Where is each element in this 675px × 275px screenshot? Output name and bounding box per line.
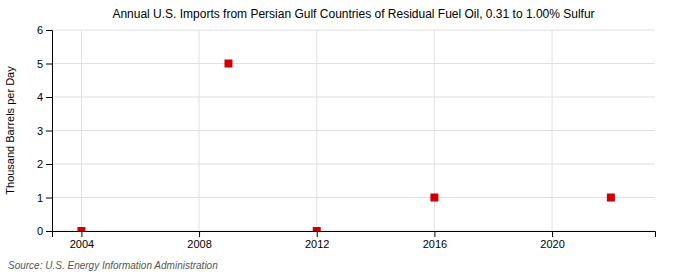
tick: 5	[37, 58, 52, 70]
tick-label: 4	[37, 91, 43, 103]
tick-mark	[46, 198, 52, 199]
tick: 0	[37, 225, 52, 237]
tick-mark	[46, 131, 52, 132]
tick-label: 2008	[187, 238, 211, 250]
tick-mark	[552, 231, 553, 237]
tick-mark	[434, 231, 435, 237]
point	[313, 227, 321, 231]
tick: 2016	[423, 231, 447, 250]
tick: 2012	[305, 231, 329, 250]
point	[77, 227, 85, 231]
tick-label: 6	[37, 24, 43, 36]
tick-mark	[199, 231, 200, 237]
title: Annual U.S. Imports from Persian Gulf Co…	[112, 7, 594, 21]
grid-line-y	[52, 97, 655, 98]
tick-mark	[46, 164, 52, 165]
tick-label: 2	[37, 158, 43, 170]
points	[77, 60, 614, 232]
grid-line-y	[52, 197, 655, 198]
annotation: Source: U.S. Energy Information Administ…	[8, 260, 218, 271]
axis-line	[46, 31, 53, 232]
tick-mark	[46, 64, 52, 65]
y-label: Thousand Barrels per Day	[4, 66, 16, 195]
x-axis: 2004 2008 2012 2016 2020	[53, 231, 656, 250]
y-axis: 0 1 2 3 4 5 6	[37, 24, 53, 237]
tick: 1	[37, 192, 52, 204]
tick-label: 3	[37, 125, 43, 137]
tick: 3	[37, 125, 52, 137]
grid-line-x	[81, 30, 82, 231]
tick-mark	[46, 97, 52, 98]
plot: 2004 2008 2012 2016 2020 0 1 2 3 4 5 6	[37, 24, 656, 250]
grid-line-x	[552, 30, 553, 231]
tick-label: 2020	[540, 238, 564, 250]
point	[224, 60, 232, 68]
chart: 2004 2008 2012 2016 2020 0 1 2 3 4 5 6 Annual U.S. I…	[0, 0, 675, 275]
tick-label: 2016	[423, 238, 447, 250]
grid	[52, 30, 655, 231]
tick-mark	[46, 30, 52, 31]
tick-label: 2004	[70, 238, 94, 250]
grid-line-x	[199, 30, 200, 231]
tick-label: 1	[37, 192, 43, 204]
tick: 6	[37, 24, 52, 36]
axis-line	[53, 232, 656, 238]
grid-line-y	[52, 30, 655, 31]
point	[607, 194, 615, 202]
tick: 2004	[70, 231, 94, 250]
tick: 2	[37, 158, 52, 170]
tick-label: 2012	[305, 238, 329, 250]
tick: 2008	[187, 231, 211, 250]
tick-label: 5	[37, 58, 43, 70]
tick-mark	[317, 231, 318, 237]
grid-line-y	[52, 164, 655, 165]
point	[430, 194, 438, 202]
tick-label: 0	[37, 225, 43, 237]
tick-mark	[46, 231, 52, 232]
grid-line-x	[316, 30, 317, 231]
grid-line-y	[52, 63, 655, 64]
tick-mark	[81, 231, 82, 237]
tick: 4	[37, 91, 52, 103]
tick: 2020	[540, 231, 564, 250]
grid-line-y	[52, 130, 655, 131]
